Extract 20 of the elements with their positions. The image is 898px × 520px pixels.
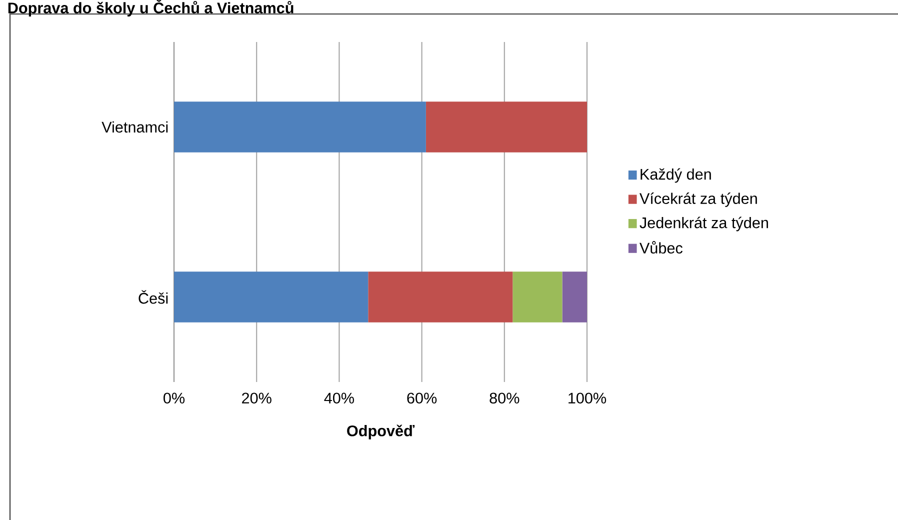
x-tick-label: 20% — [242, 392, 272, 404]
bar — [174, 102, 426, 152]
legend-label: Vůbec — [640, 241, 683, 254]
legend-label: Každý den — [640, 168, 711, 183]
x-tick-label: 60% — [407, 392, 437, 404]
y-tick-label: Češi — [138, 290, 168, 304]
chart-title: Doprava do školy u Čechů a Vietnamců — [8, 0, 294, 16]
bar — [174, 272, 368, 322]
x-tick-label: 40% — [324, 392, 354, 404]
bar — [512, 272, 562, 322]
x-tick-label: 0% — [164, 392, 185, 404]
bar — [368, 272, 513, 322]
bar — [562, 272, 588, 322]
legend-label: Vícekrát za týden — [640, 192, 757, 207]
x-tick-label: 100% — [568, 392, 606, 404]
y-tick-label: Vietnamci — [102, 121, 168, 133]
x-axis-title: Odpověď — [347, 424, 415, 440]
legend-label: Jedenkrát za týden — [640, 216, 768, 232]
bar — [426, 102, 588, 152]
x-tick-label: 80% — [490, 392, 520, 404]
